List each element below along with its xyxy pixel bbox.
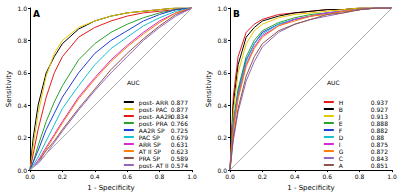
svg-text:0.2: 0.2: [58, 173, 68, 180]
svg-text:0.0: 0.0: [217, 166, 227, 174]
svg-text:1 - Specificity: 1 - Specificity: [87, 184, 135, 192]
svg-text:0.0: 0.0: [225, 173, 235, 180]
svg-text:E: E: [339, 120, 343, 127]
svg-text:0.679: 0.679: [171, 134, 188, 141]
svg-text:1.0: 1.0: [187, 173, 197, 180]
svg-text:0.875: 0.875: [371, 141, 388, 148]
svg-text:0.851: 0.851: [371, 162, 388, 169]
svg-text:0.6: 0.6: [217, 69, 227, 76]
svg-text:0.872: 0.872: [371, 148, 388, 155]
svg-text:0.4: 0.4: [90, 173, 100, 180]
svg-text:B: B: [339, 106, 343, 113]
svg-text:1.0: 1.0: [217, 5, 227, 12]
svg-text:0.88: 0.88: [371, 134, 385, 141]
svg-text:0.8: 0.8: [355, 173, 365, 180]
svg-text:post- PAC: post- PAC: [138, 105, 168, 113]
svg-text:J: J: [338, 112, 341, 120]
svg-text:post- ARR: post- ARR: [138, 98, 169, 106]
svg-text:0.8: 0.8: [17, 37, 27, 44]
svg-text:A: A: [33, 9, 40, 19]
svg-text:H: H: [339, 99, 344, 106]
svg-text:Sensitivity: Sensitivity: [5, 71, 13, 107]
svg-text:Sensitivity: Sensitivity: [205, 71, 213, 107]
svg-text:AUC: AUC: [327, 79, 340, 86]
svg-text:B: B: [233, 9, 240, 19]
svg-text:D: D: [339, 134, 344, 141]
svg-text:C: C: [339, 155, 343, 162]
svg-text:0.4: 0.4: [290, 173, 300, 180]
svg-text:0.882: 0.882: [371, 127, 388, 134]
svg-text:1.0: 1.0: [387, 173, 397, 180]
svg-text:0.8: 0.8: [217, 37, 227, 44]
svg-text:0.913: 0.913: [371, 113, 388, 120]
svg-text:post- PRA: post- PRA: [138, 119, 168, 127]
svg-text:0.6: 0.6: [122, 173, 132, 180]
svg-text:0.631: 0.631: [171, 141, 188, 148]
svg-text:0.2: 0.2: [217, 134, 227, 141]
svg-text:0.0: 0.0: [25, 173, 35, 180]
svg-text:1.0: 1.0: [17, 5, 27, 12]
svg-text:0.725: 0.725: [171, 127, 188, 134]
svg-text:AUC: AUC: [127, 79, 140, 86]
svg-text:post- AT II: post- AT II: [139, 162, 169, 170]
svg-text:0.6: 0.6: [322, 173, 332, 180]
svg-text:0.8: 0.8: [155, 173, 165, 180]
svg-text:0.2: 0.2: [258, 173, 268, 180]
svg-text:A: A: [339, 162, 344, 169]
svg-text:AA2R SP: AA2R SP: [139, 127, 165, 134]
svg-text:0.0: 0.0: [17, 166, 27, 174]
svg-text:0.623: 0.623: [171, 148, 188, 155]
svg-text:0.4: 0.4: [217, 102, 227, 109]
svg-text:AT II SP: AT II SP: [139, 148, 161, 155]
svg-text:0.574: 0.574: [171, 162, 188, 169]
svg-text:0.937: 0.937: [371, 99, 388, 106]
svg-text:0.877: 0.877: [171, 99, 188, 106]
svg-text:0.766: 0.766: [171, 120, 188, 127]
svg-text:0.843: 0.843: [371, 155, 388, 162]
svg-text:PRA SP: PRA SP: [139, 155, 160, 162]
svg-text:0.888: 0.888: [371, 120, 388, 127]
svg-text:0.589: 0.589: [171, 155, 188, 162]
svg-text:1 - Specificity: 1 - Specificity: [287, 184, 335, 192]
svg-text:ARR SP: ARR SP: [139, 141, 161, 148]
svg-text:PAC SP: PAC SP: [139, 134, 160, 141]
svg-text:G: G: [339, 148, 344, 155]
svg-text:0.834: 0.834: [171, 113, 188, 120]
svg-text:0.4: 0.4: [17, 102, 27, 109]
svg-text:I: I: [339, 141, 341, 148]
svg-text:post- AA2R: post- AA2R: [138, 112, 173, 120]
svg-text:F: F: [339, 127, 343, 134]
svg-text:0.2: 0.2: [17, 134, 27, 141]
svg-text:0.6: 0.6: [17, 69, 27, 76]
svg-text:0.927: 0.927: [371, 106, 388, 113]
svg-text:0.877: 0.877: [171, 106, 188, 113]
